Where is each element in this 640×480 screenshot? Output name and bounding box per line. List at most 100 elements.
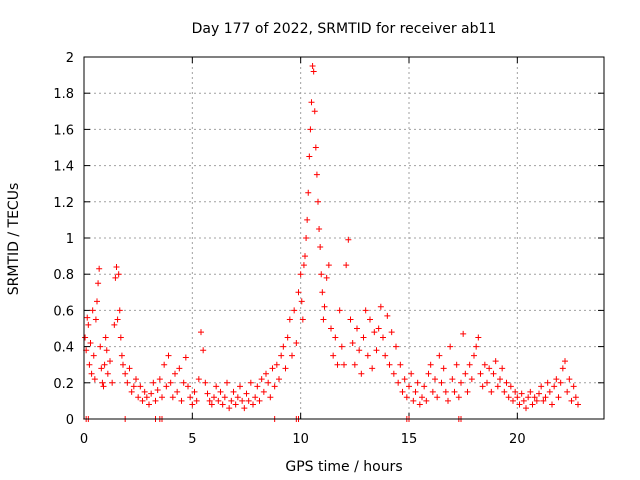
- data-point: [206, 397, 213, 404]
- data-points: [82, 63, 581, 422]
- data-point: [114, 316, 121, 323]
- data-point: [384, 312, 391, 319]
- data-point: [416, 401, 423, 408]
- y-tick-label: 1.2: [53, 196, 74, 211]
- data-point: [510, 397, 516, 404]
- y-tick-label: 0: [66, 413, 74, 428]
- data-point: [159, 394, 165, 401]
- data-point: [538, 383, 545, 390]
- data-point: [193, 397, 200, 404]
- data-point: [117, 334, 124, 341]
- data-point: [529, 401, 536, 408]
- data-point: [364, 352, 371, 359]
- data-point: [228, 397, 235, 404]
- data-point: [126, 365, 133, 372]
- data-point: [254, 383, 261, 390]
- data-point: [256, 397, 263, 404]
- data-point: [107, 358, 113, 365]
- chart-title: Day 177 of 2022, SRMTID for receiver ab1…: [192, 21, 497, 37]
- y-tick-labels: 0 0.2 0.4 0.6 0.8 1 1.2 1.4 1.6 1.8 2: [53, 51, 74, 428]
- data-point: [486, 365, 493, 372]
- data-point: [221, 394, 228, 401]
- data-point: [87, 339, 94, 346]
- data-point: [182, 354, 189, 361]
- data-point: [130, 383, 137, 390]
- y-tick-label: 1.4: [53, 160, 74, 175]
- data-point: [215, 397, 222, 404]
- data-point: [432, 376, 438, 383]
- data-point: [92, 316, 99, 323]
- data-point: [356, 347, 363, 354]
- data-point: [191, 388, 198, 395]
- data-point: [449, 376, 456, 383]
- data-point: [395, 379, 402, 386]
- data-point: [338, 343, 345, 350]
- data-point: [124, 379, 131, 386]
- x-tick-label: 5: [188, 432, 196, 447]
- data-point: [371, 329, 378, 336]
- data-point: [163, 383, 170, 390]
- y-tick-label: 0.4: [53, 341, 74, 356]
- data-point: [451, 388, 458, 395]
- data-point: [276, 376, 282, 383]
- data-point: [488, 388, 495, 395]
- data-point: [198, 329, 204, 336]
- data-point: [564, 388, 571, 395]
- data-point: [566, 376, 573, 383]
- data-point: [421, 383, 428, 390]
- data-point: [369, 365, 376, 372]
- data-point: [572, 394, 579, 401]
- data-point: [111, 321, 118, 328]
- data-point: [360, 334, 367, 341]
- data-point: [460, 330, 467, 337]
- y-tick-label: 2: [66, 51, 74, 66]
- data-point: [310, 68, 317, 75]
- data-point: [336, 307, 343, 314]
- data-point: [427, 361, 434, 368]
- data-point: [302, 253, 308, 260]
- data-point: [306, 153, 313, 160]
- data-point: [575, 401, 581, 408]
- data-point: [347, 316, 354, 323]
- data-point: [481, 361, 488, 368]
- data-point: [289, 352, 295, 359]
- data-point: [313, 171, 320, 178]
- data-point: [128, 388, 135, 395]
- data-point: [243, 390, 250, 397]
- data-point: [100, 383, 107, 390]
- data-point: [89, 307, 96, 314]
- data-point: [316, 225, 323, 232]
- data-point: [150, 379, 157, 386]
- data-point: [341, 361, 347, 368]
- x-tick-label: 10: [292, 432, 309, 447]
- data-point: [230, 388, 237, 395]
- data-point: [167, 379, 174, 386]
- data-point: [503, 379, 510, 386]
- data-point: [112, 274, 119, 281]
- y-tick-label: 1: [66, 232, 74, 247]
- data-point: [154, 387, 161, 394]
- data-point: [282, 365, 289, 372]
- data-point: [252, 394, 259, 401]
- data-point: [267, 394, 274, 401]
- data-point: [84, 314, 91, 321]
- data-point: [475, 334, 482, 341]
- data-point: [471, 352, 477, 359]
- data-point: [265, 379, 272, 386]
- data-point: [358, 370, 365, 377]
- data-point: [453, 361, 460, 368]
- data-point: [232, 401, 239, 408]
- data-point: [380, 334, 386, 341]
- data-point: [91, 376, 98, 383]
- data-point: [549, 401, 555, 408]
- data-point: [109, 379, 116, 386]
- data-point: [468, 376, 475, 383]
- data-point: [542, 394, 549, 401]
- data-point: [299, 316, 306, 323]
- x-tick-label: 15: [401, 432, 418, 447]
- data-point: [305, 189, 312, 196]
- data-point: [345, 236, 352, 243]
- data-point: [412, 388, 419, 395]
- data-point: [334, 361, 341, 368]
